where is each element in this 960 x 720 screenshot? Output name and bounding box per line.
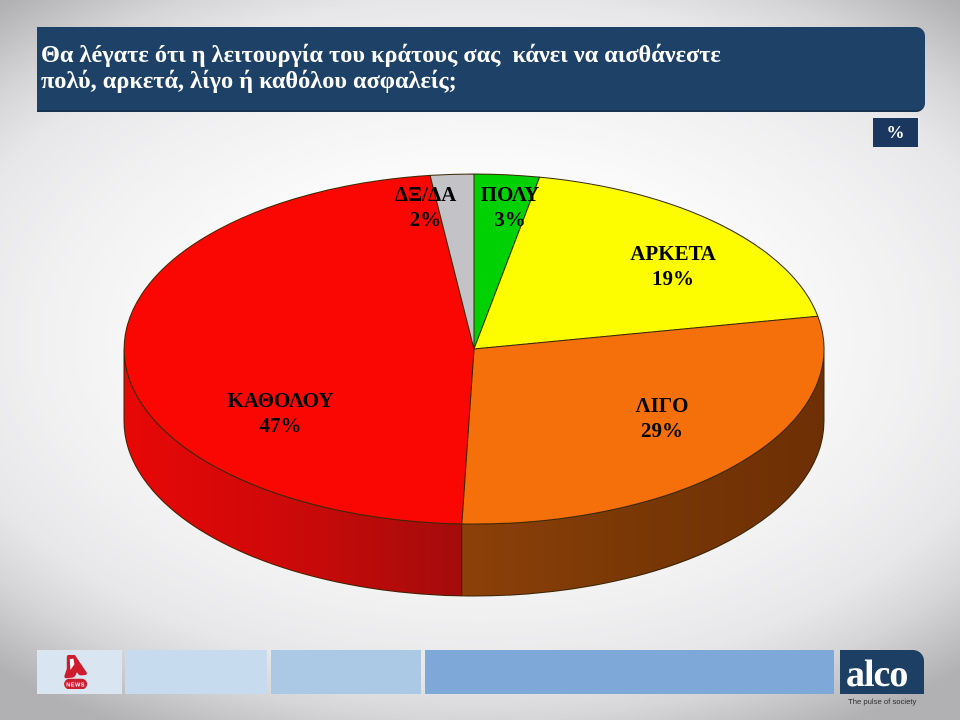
svg-text:NEWS: NEWS xyxy=(66,682,85,688)
